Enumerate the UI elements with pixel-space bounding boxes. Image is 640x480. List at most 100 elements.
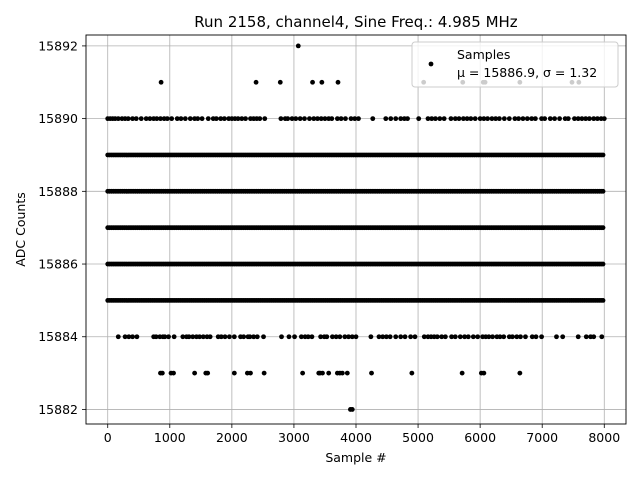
data-point bbox=[475, 334, 481, 340]
data-point bbox=[180, 334, 186, 340]
data-point bbox=[380, 334, 386, 340]
data-point bbox=[481, 370, 487, 376]
data-point bbox=[448, 116, 454, 122]
data-point bbox=[421, 334, 427, 340]
data-point bbox=[239, 116, 245, 122]
data-point bbox=[452, 334, 458, 340]
data-point bbox=[297, 116, 303, 122]
data-point bbox=[398, 334, 404, 340]
data-point bbox=[349, 407, 355, 412]
data-point bbox=[205, 370, 211, 376]
data-point bbox=[579, 116, 585, 122]
data-point bbox=[253, 79, 259, 85]
data-point bbox=[506, 116, 512, 122]
data-point bbox=[310, 79, 315, 85]
data-point bbox=[315, 116, 320, 122]
data-point bbox=[292, 334, 297, 340]
legend-box bbox=[411, 41, 619, 88]
data-point bbox=[349, 334, 355, 340]
data-point bbox=[409, 370, 415, 376]
data-point bbox=[222, 116, 227, 122]
data-point bbox=[178, 116, 184, 122]
data-point bbox=[153, 334, 159, 340]
x-tick-label: 1000 bbox=[154, 430, 186, 445]
data-point bbox=[231, 334, 237, 340]
data-point bbox=[222, 334, 228, 340]
data-point bbox=[501, 116, 507, 122]
data-point bbox=[164, 116, 170, 122]
y-tick-label: 15888 bbox=[38, 184, 78, 199]
data-point bbox=[539, 334, 544, 340]
data-point bbox=[247, 334, 253, 340]
x-tick-label: 0 bbox=[104, 430, 112, 445]
data-point bbox=[512, 116, 518, 122]
data-point bbox=[174, 116, 180, 122]
data-point bbox=[434, 334, 440, 340]
data-point bbox=[595, 116, 600, 122]
legend-marker bbox=[428, 61, 434, 67]
data-point bbox=[408, 334, 414, 340]
data-point bbox=[600, 188, 606, 194]
data-point bbox=[171, 334, 177, 340]
data-point bbox=[169, 116, 175, 122]
data-point bbox=[464, 116, 470, 122]
data-point bbox=[416, 116, 422, 122]
data-point bbox=[439, 334, 445, 340]
data-point bbox=[339, 370, 345, 376]
data-point bbox=[429, 116, 435, 122]
data-point bbox=[402, 334, 408, 340]
data-point bbox=[465, 334, 471, 340]
data-point bbox=[510, 334, 515, 340]
data-point bbox=[460, 116, 466, 122]
data-point bbox=[468, 116, 474, 122]
data-point bbox=[218, 116, 224, 122]
data-point bbox=[514, 334, 520, 340]
data-point bbox=[496, 116, 502, 122]
data-point bbox=[523, 334, 528, 340]
data-point bbox=[286, 334, 292, 340]
data-point bbox=[565, 116, 571, 122]
data-point bbox=[254, 334, 260, 340]
data-point bbox=[243, 116, 248, 122]
data-point bbox=[489, 116, 495, 122]
data-point bbox=[278, 116, 284, 122]
data-point bbox=[329, 116, 335, 122]
data-point bbox=[125, 116, 131, 122]
data-point bbox=[352, 116, 358, 122]
data-point bbox=[356, 116, 361, 122]
data-point bbox=[158, 116, 163, 122]
data-point bbox=[330, 334, 335, 340]
y-tick-label: 15892 bbox=[38, 38, 78, 53]
data-point bbox=[133, 116, 139, 122]
data-point bbox=[456, 116, 462, 122]
data-point bbox=[235, 116, 241, 122]
data-point bbox=[533, 334, 539, 340]
data-point bbox=[470, 334, 476, 340]
data-point bbox=[583, 116, 589, 122]
axis-ticks: 0 1000 2000 3000 4000 5000 6000 7000 8000 15882 15… bbox=[38, 38, 620, 445]
data-point bbox=[171, 370, 176, 376]
data-point bbox=[383, 116, 389, 122]
data-point bbox=[486, 334, 492, 340]
data-point bbox=[600, 225, 606, 231]
data-point bbox=[138, 116, 144, 122]
data-point bbox=[387, 334, 393, 340]
data-point bbox=[337, 334, 343, 340]
x-tick-label: 5000 bbox=[402, 430, 434, 445]
data-point bbox=[547, 116, 553, 122]
data-point bbox=[134, 334, 140, 340]
data-point bbox=[575, 334, 581, 340]
data-point bbox=[126, 334, 132, 340]
data-point bbox=[289, 116, 295, 122]
data-point bbox=[591, 334, 597, 340]
data-point bbox=[342, 334, 348, 340]
data-point bbox=[601, 116, 607, 122]
data-point bbox=[279, 334, 284, 340]
data-point bbox=[300, 370, 306, 376]
data-point bbox=[552, 116, 558, 122]
data-point bbox=[298, 334, 304, 340]
data-point bbox=[600, 297, 606, 303]
data-point bbox=[186, 334, 192, 340]
data-point bbox=[393, 334, 399, 340]
